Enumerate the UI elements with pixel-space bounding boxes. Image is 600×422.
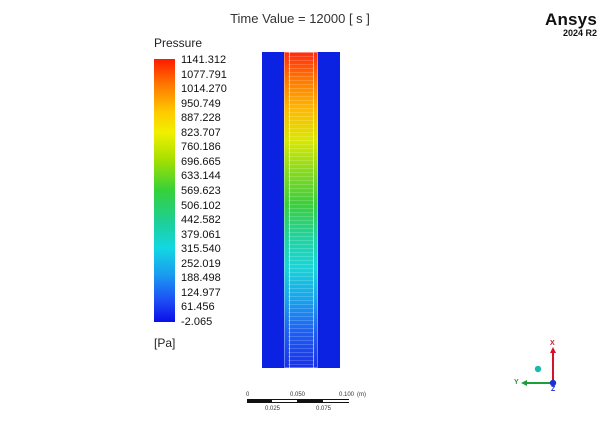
z-axis-dot [549, 379, 557, 387]
axis-triad[interactable]: X Y Z [512, 340, 568, 398]
legend-tick-11: 442.582 [181, 214, 221, 227]
y-axis-arrow [521, 380, 527, 386]
scale-segment-2 [272, 399, 297, 403]
legend-tick-3: 950.749 [181, 97, 221, 110]
legend-tick-1: 1077.791 [181, 68, 227, 81]
legend-tick-2: 1014.270 [181, 83, 227, 96]
scale-label-025: 0.025 [265, 406, 281, 412]
mesh-lines [288, 52, 314, 368]
legend-tick-6: 760.186 [181, 141, 221, 154]
legend-tick-8: 633.144 [181, 170, 221, 183]
legend-tick-5: 823.707 [181, 126, 221, 139]
legend-tick-12: 379.061 [181, 228, 221, 241]
scale-bar: 0 0.050 0.100 (m) 0.025 0.075 [246, 392, 366, 412]
view-center-dot [534, 365, 542, 373]
legend-tick-18: -2.065 [181, 316, 213, 328]
scale-label-0: 0 [246, 392, 250, 398]
z-axis-label: Z [551, 386, 556, 393]
legend-tick-17: 61.456 [181, 301, 215, 314]
scale-segment-1 [247, 399, 272, 403]
scale-label-100: 0.100 [339, 392, 355, 398]
legend-unit: [Pa] [154, 336, 176, 350]
time-value-title: Time Value = 12000 [ s ] [230, 11, 370, 26]
triad-graphic [521, 347, 557, 387]
y-axis-label: Y [514, 379, 519, 386]
legend-tick-0: 1141.312 [181, 54, 227, 66]
color-legend-bar [154, 59, 175, 322]
x-axis-label: X [550, 340, 555, 347]
x-axis-arrow [550, 347, 556, 353]
legend-tick-16: 124.977 [181, 286, 221, 299]
scale-segment-4 [323, 399, 349, 403]
left-wall-region [262, 52, 284, 368]
scale-segment-3 [297, 399, 323, 403]
channel-inner-edge-left [289, 52, 290, 368]
legend-tick-13: 315.540 [181, 243, 221, 256]
pressure-contour-plot[interactable] [262, 52, 340, 368]
legend-title: Pressure [154, 36, 203, 50]
brand-version: 2024 R2 [562, 28, 597, 38]
legend-tick-15: 188.498 [181, 272, 221, 285]
scale-label-050: 0.050 [290, 392, 306, 398]
right-wall-region [318, 52, 340, 368]
channel-inner-edge-right [313, 52, 314, 368]
ansys-logo: Ansys 2024 R2 [539, 10, 597, 38]
legend-tick-7: 696.665 [181, 155, 221, 168]
legend-tick-10: 506.102 [181, 199, 221, 212]
legend-tick-14: 252.019 [181, 257, 221, 270]
scale-label-075: 0.075 [316, 406, 332, 412]
scale-unit: (m) [357, 392, 366, 398]
legend-tick-9: 569.623 [181, 185, 221, 197]
legend-tick-4: 887.228 [181, 112, 221, 125]
brand-name: Ansys [544, 10, 597, 29]
